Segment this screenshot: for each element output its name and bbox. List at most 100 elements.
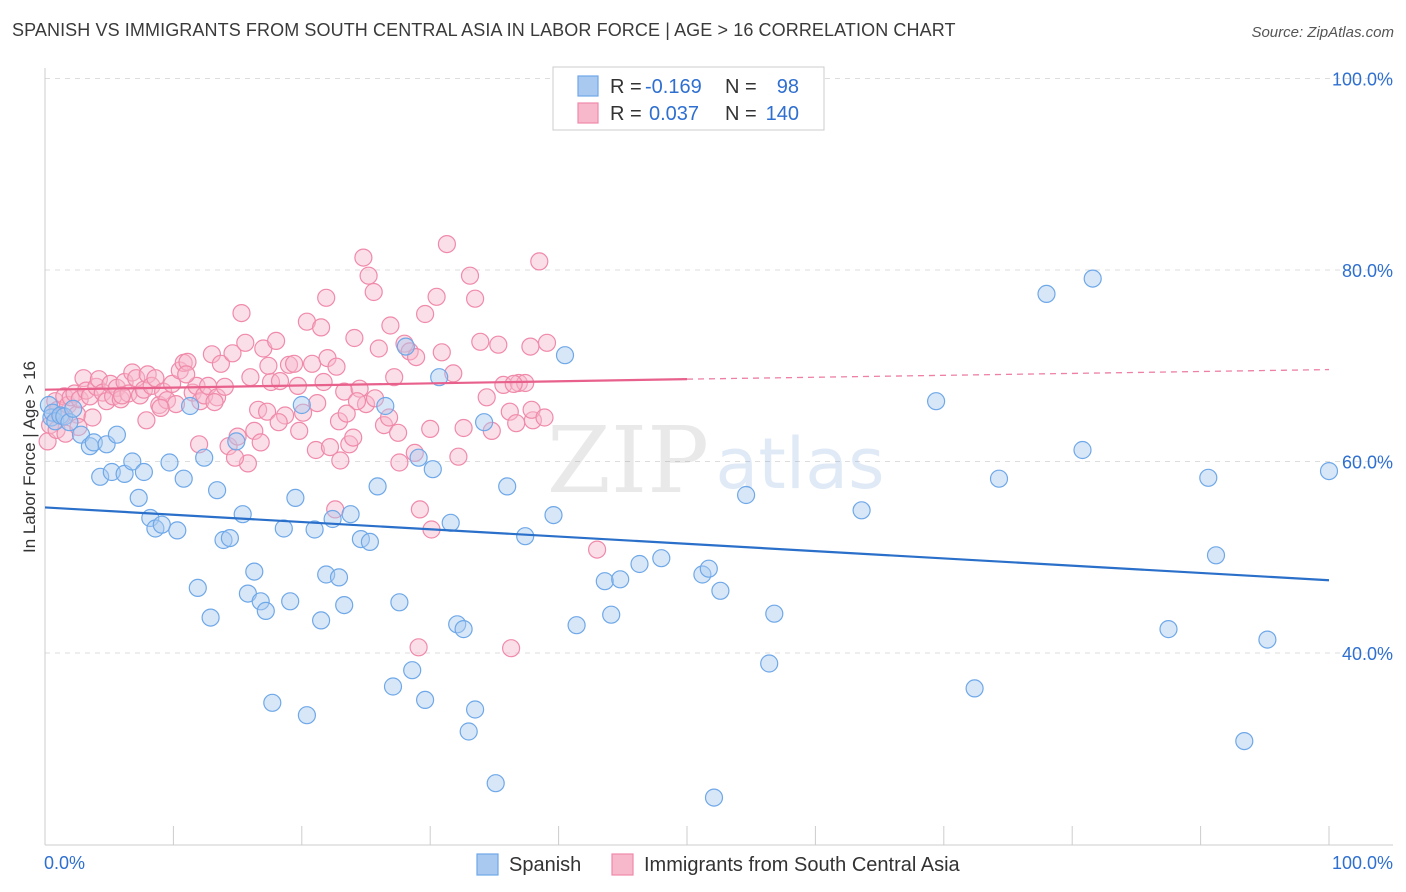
- series-immigrants-points: [38, 235, 607, 658]
- y-tick-label: 60.0%: [1342, 453, 1393, 473]
- immigrants-point: [276, 406, 295, 425]
- spanish-point: [123, 452, 142, 471]
- immigrants-point: [314, 372, 333, 392]
- spanish-point: [555, 346, 575, 365]
- legend-label-spanish: Spanish: [509, 854, 581, 876]
- spanish-point: [430, 368, 449, 387]
- spanish-point: [1235, 731, 1254, 751]
- spanish-point: [704, 788, 724, 807]
- spanish-point: [134, 462, 153, 482]
- spanish-point: [129, 488, 148, 507]
- x-tick-label-min: 0.0%: [44, 853, 85, 873]
- spanish-point: [152, 515, 171, 534]
- spanish-point: [376, 396, 395, 416]
- chart-title: SPANISH VS IMMIGRANTS FROM SOUTH CENTRAL…: [12, 20, 956, 40]
- spanish-point: [60, 413, 79, 432]
- spanish-point: [602, 605, 621, 624]
- spanish-point: [498, 477, 517, 496]
- spanish-point: [403, 661, 422, 680]
- immigrants-point: [211, 354, 230, 373]
- immigrants-point: [421, 419, 440, 438]
- immigrants-point: [317, 288, 336, 307]
- source-credit: Source: ZipAtlas.com: [1251, 24, 1394, 41]
- immigrants-point: [537, 333, 557, 352]
- spanish-point: [441, 513, 460, 532]
- watermark-zip: ZIP: [547, 407, 709, 514]
- immigrants-point: [409, 638, 428, 657]
- spanish-point: [1083, 269, 1102, 288]
- immigrants-point: [249, 400, 268, 419]
- stats-legend-swatch-immigrants: [577, 102, 599, 124]
- stats-n-label-1: N =: [725, 76, 757, 98]
- stats-legend: R = -0.169 N = 98 R = 0.037 N = 140: [552, 66, 825, 131]
- spanish-point: [312, 611, 331, 630]
- spanish-point: [1037, 284, 1056, 303]
- spanish-point: [926, 392, 946, 411]
- spanish-point: [233, 505, 252, 524]
- stats-n-label-2: N =: [725, 103, 757, 125]
- spanish-point: [368, 477, 387, 496]
- stats-r-value-2: 0.037: [649, 103, 699, 125]
- spanish-point: [390, 593, 409, 612]
- spanish-point: [341, 505, 360, 524]
- immigrants-point: [345, 328, 364, 348]
- spanish-point: [292, 395, 311, 415]
- spanish-point: [630, 554, 649, 574]
- spanish-point: [383, 677, 403, 696]
- immigrants-point: [354, 248, 373, 267]
- spanish-point: [107, 425, 127, 444]
- immigrants-point: [507, 414, 526, 433]
- y-tick-label: 80.0%: [1342, 261, 1393, 281]
- immigrants-point: [359, 266, 378, 285]
- immigrants-point: [502, 639, 521, 658]
- immigrants-point: [337, 404, 356, 423]
- spanish-point: [256, 601, 275, 621]
- spanish-point: [1159, 619, 1178, 639]
- spanish-point: [1206, 546, 1226, 565]
- immigrants-point: [89, 370, 109, 389]
- spanish-point: [1258, 630, 1277, 649]
- immigrants-point: [146, 369, 165, 388]
- immigrants-point: [347, 392, 367, 411]
- spanish-point: [611, 570, 630, 589]
- spanish-point: [286, 488, 305, 507]
- immigrants-point: [535, 408, 554, 427]
- immigrants-point: [500, 402, 519, 421]
- gridlines: [45, 78, 1393, 654]
- legend-swatch-spanish: [476, 853, 499, 876]
- watermark: ZIP atlas: [547, 407, 885, 514]
- y-tick-label: 100.0%: [1332, 70, 1393, 90]
- spanish-point: [174, 469, 193, 488]
- immigrants-point: [308, 394, 327, 413]
- spanish-point: [1319, 462, 1339, 481]
- spanish-point: [64, 399, 83, 418]
- spanish-point: [1199, 468, 1218, 487]
- spanish-point: [91, 467, 110, 486]
- spanish-point: [454, 619, 473, 639]
- immigrants-point: [294, 403, 313, 422]
- immigrants-trend-line: [44, 378, 688, 391]
- immigrants-point: [137, 411, 156, 430]
- immigrants-point: [306, 440, 325, 460]
- spanish-point: [335, 595, 354, 615]
- stats-n-value-2: 140: [766, 103, 799, 125]
- y-tick-labels: 40.0% 60.0% 80.0% 100.0%: [1332, 70, 1393, 665]
- x-ticks: [172, 826, 1330, 845]
- immigrants-point: [530, 252, 549, 271]
- spanish-point: [274, 519, 293, 538]
- immigrants-point: [241, 368, 260, 387]
- spanish-point: [409, 448, 428, 467]
- immigrants-point: [521, 337, 540, 356]
- spanish-point: [965, 679, 984, 698]
- watermark-atlas: atlas: [715, 423, 884, 505]
- immigrants-point: [251, 433, 270, 452]
- immigrants-point: [454, 418, 473, 438]
- immigrants-point: [381, 316, 400, 335]
- stats-r-label-2: R =: [610, 103, 642, 125]
- immigrants-point: [489, 335, 508, 354]
- immigrants-point: [390, 453, 409, 472]
- immigrants-point: [466, 289, 485, 308]
- spanish-point: [208, 481, 227, 500]
- immigrants-point: [416, 304, 435, 324]
- immigrants-point: [364, 282, 383, 302]
